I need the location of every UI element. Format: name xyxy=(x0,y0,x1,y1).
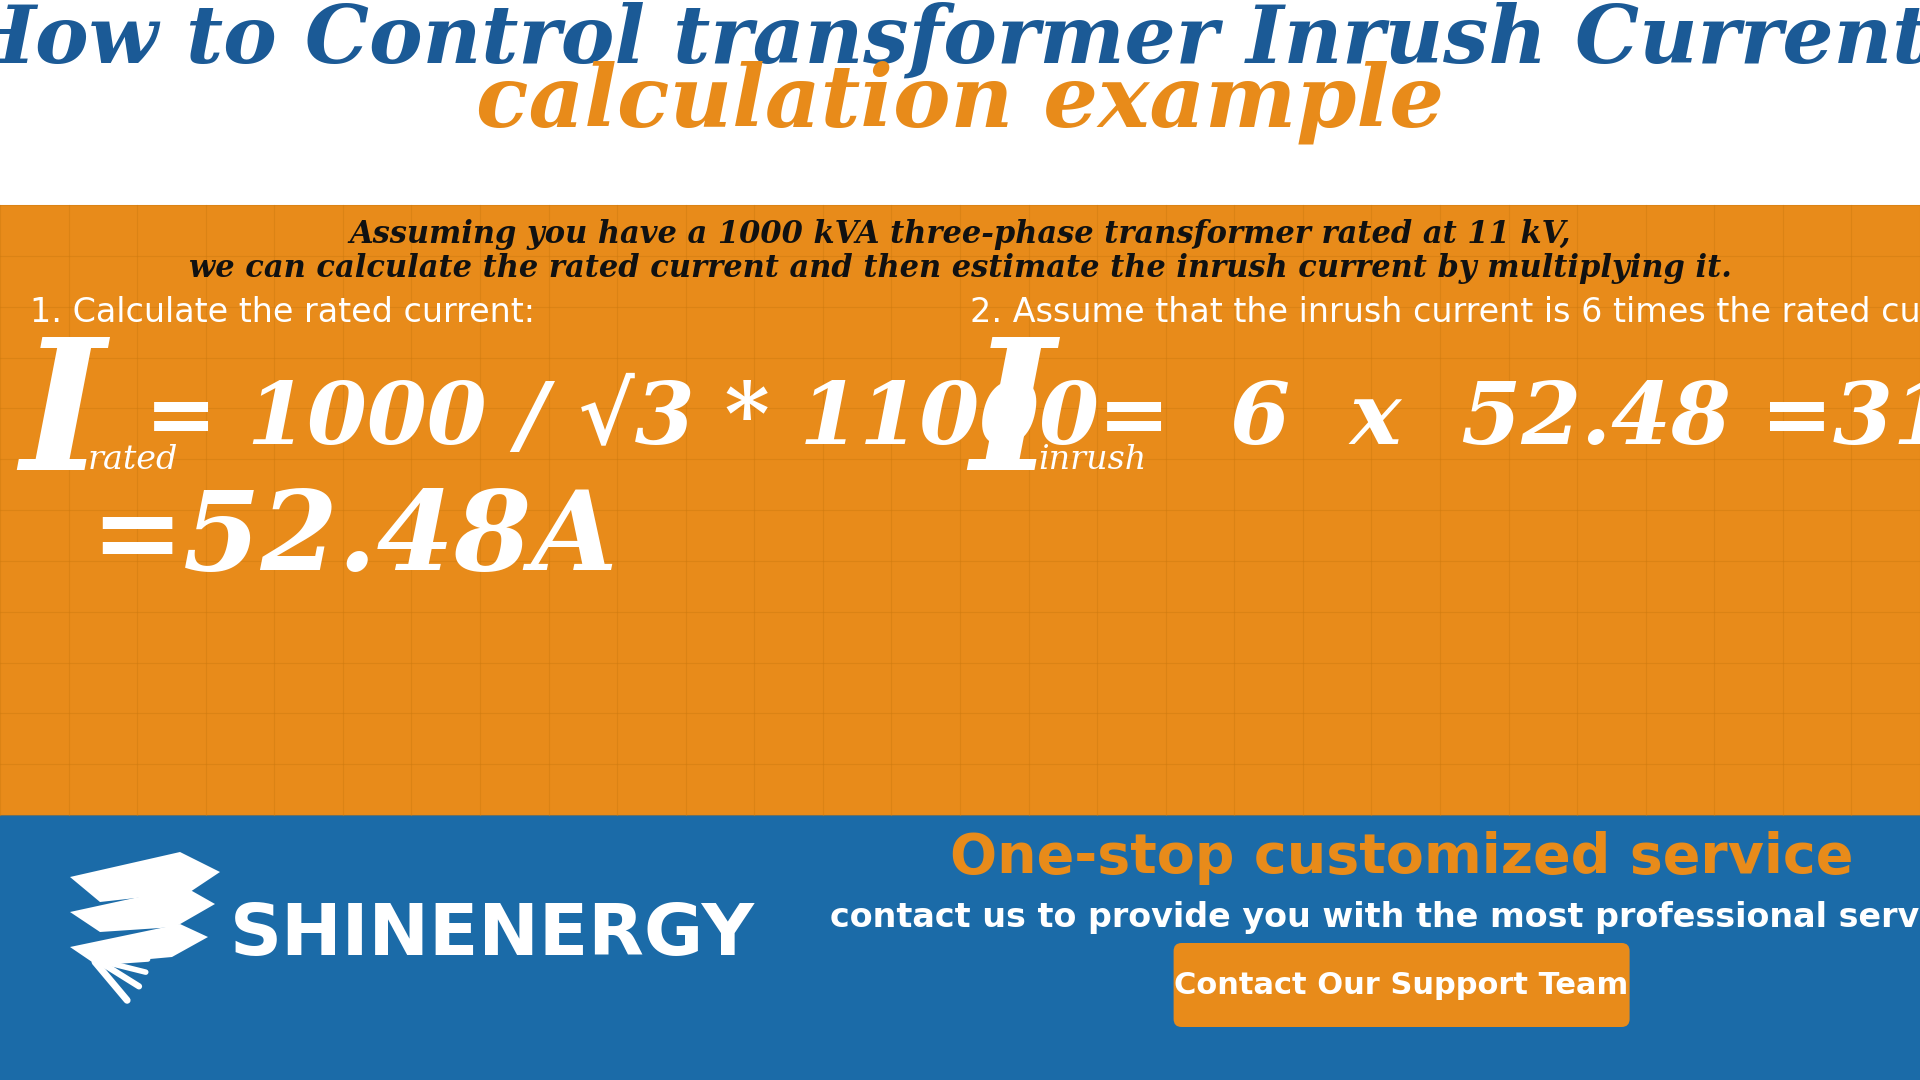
Text: Assuming you have a 1000 kVA three-phase transformer rated at 11 kV,: Assuming you have a 1000 kVA three-phase… xyxy=(349,219,1571,251)
Polygon shape xyxy=(69,924,207,964)
Text: rated: rated xyxy=(88,444,179,476)
Text: I: I xyxy=(970,332,1054,509)
Text: I: I xyxy=(19,332,104,509)
Text: we can calculate the rated current and then estimate the inrush current by multi: we can calculate the rated current and t… xyxy=(188,253,1732,283)
Bar xyxy=(0,205,1920,815)
Text: =52.48A: =52.48A xyxy=(90,486,618,594)
Text: =  6  x  52.48 =314.88A: = 6 x 52.48 =314.88A xyxy=(1098,378,1920,462)
Polygon shape xyxy=(69,887,215,932)
Text: How to Control transformer Inrush Current:: How to Control transformer Inrush Curren… xyxy=(0,1,1920,79)
Text: 2. Assume that the inrush current is 6 times the rated current:: 2. Assume that the inrush current is 6 t… xyxy=(970,296,1920,328)
Text: Contact Our Support Team: Contact Our Support Team xyxy=(1175,971,1628,999)
Text: SHINENERGY: SHINENERGY xyxy=(230,901,755,970)
Text: inrush: inrush xyxy=(1039,444,1146,476)
FancyBboxPatch shape xyxy=(1173,943,1630,1027)
Text: contact us to provide you with the most professional service: contact us to provide you with the most … xyxy=(829,901,1920,933)
Text: = 1000 / √3 * 11000: = 1000 / √3 * 11000 xyxy=(146,378,1098,462)
Bar xyxy=(0,815,1920,1080)
Text: 1. Calculate the rated current:: 1. Calculate the rated current: xyxy=(31,296,536,328)
Text: One-stop customized service: One-stop customized service xyxy=(950,831,1853,885)
Text: calculation example: calculation example xyxy=(476,60,1444,144)
Polygon shape xyxy=(69,852,221,902)
